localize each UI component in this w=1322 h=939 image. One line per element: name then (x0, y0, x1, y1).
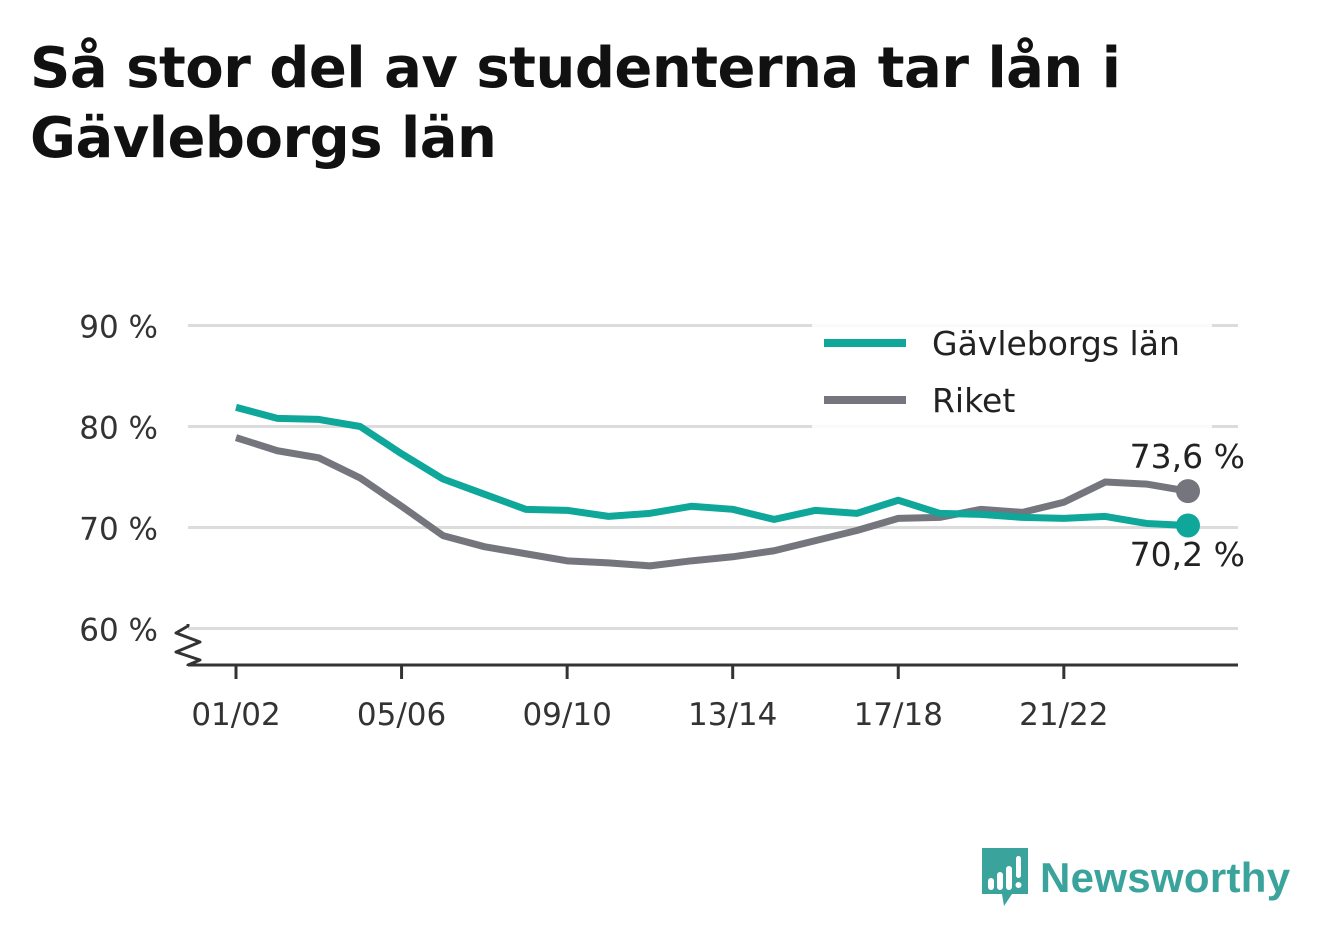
end-point-riket (1176, 479, 1200, 503)
x-tick-label: 17/18 (854, 697, 943, 733)
brand-name: Newsworthy (1040, 854, 1290, 902)
x-tick-label: 05/06 (357, 697, 446, 733)
bar-chart-speech-bubble-icon (980, 846, 1030, 910)
end-labels: 70,2 % 73,6 % (1130, 437, 1245, 574)
series-line-riket (236, 438, 1188, 566)
axis-break-icon (176, 624, 200, 666)
y-tick-label: 70 % (79, 512, 158, 548)
legend-label: Gävleborgs län (932, 324, 1180, 363)
y-tick-label: 90 % (79, 310, 158, 346)
series-lines (236, 407, 1200, 566)
end-point-gavleborgs-lan (1176, 513, 1200, 537)
y-axis-labels: 90 % 80 % 70 % 60 % (79, 310, 158, 649)
x-axis-labels: 01/02 05/06 09/10 13/14 17/18 21/22 (191, 697, 1108, 733)
x-tick-label: 01/02 (191, 697, 280, 733)
newsworthy-logo: Newsworthy (980, 846, 1290, 910)
y-tick-label: 60 % (79, 613, 158, 649)
x-tick-label: 21/22 (1019, 697, 1108, 733)
legend: Gävleborgs län Riket (812, 322, 1212, 430)
x-axis (176, 624, 1238, 679)
y-tick-label: 80 % (79, 411, 158, 447)
legend-label: Riket (932, 381, 1015, 420)
end-label-riket: 73,6 % (1130, 437, 1245, 476)
x-tick-label: 09/10 (522, 697, 611, 733)
end-label-gavleborgs-lan: 70,2 % (1130, 535, 1245, 574)
x-tick-label: 13/14 (688, 697, 777, 733)
